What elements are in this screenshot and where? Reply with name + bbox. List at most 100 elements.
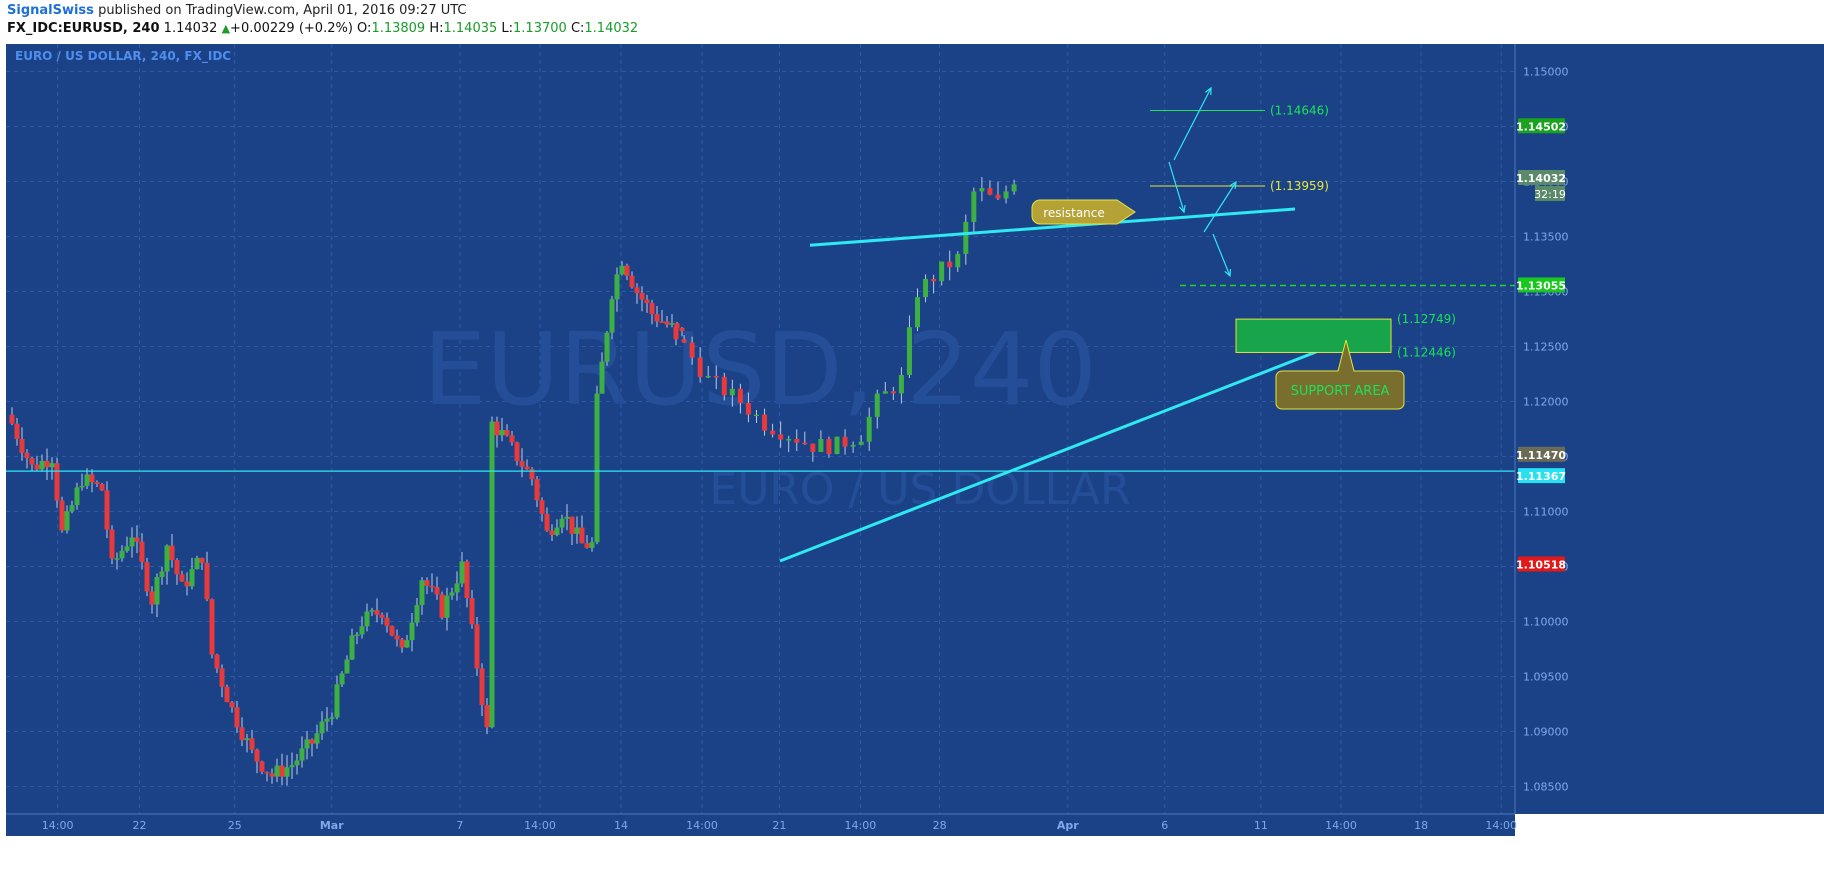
candle-down [44,460,50,468]
candle-up [314,733,320,744]
x-tick-label: 21 [772,819,786,832]
chart-area[interactable]: 1.150001.145001.140001.135001.130001.125… [0,44,1824,874]
candle-down [169,545,175,560]
candle-down [29,458,35,465]
countdown-label: 32:19 [1534,188,1566,201]
publisher-line: SignalSwiss published on TradingView.com… [7,3,467,21]
candle-down [429,585,435,588]
candle-up [129,537,135,547]
candle-down [644,299,650,304]
candle-down [379,614,385,618]
candle-up [334,684,340,718]
candle-down [649,303,655,315]
close-value: 1.14032 [584,21,639,36]
candle-down [204,562,210,600]
arrow-retest [1168,161,1185,213]
candle-up [979,188,985,192]
candle-down [219,668,225,687]
candle-down [54,463,60,501]
price-tag [1518,556,1565,572]
price-chart[interactable]: 1.150001.145001.140001.135001.130001.125… [0,44,1824,874]
candle-up [49,463,55,468]
candle-up [449,592,455,596]
candle-down [279,765,285,777]
candle-up [319,721,325,734]
price-tag-label: 1.14032 [1516,172,1566,185]
x-tick-label: 11 [1254,819,1268,832]
candle-up [294,760,300,766]
candle-down [224,686,230,703]
candle-down [59,500,65,531]
y-tick-label: 1.08500 [1523,781,1569,794]
price-change: +0.00229 (+0.2%) [230,21,353,36]
candle-up [705,375,711,378]
candle-down [24,452,30,459]
candle-up [604,332,610,362]
candle-up [364,611,370,627]
candle-up [915,297,920,328]
candle-down [737,388,743,404]
candle-up [729,388,735,396]
candle-down [469,597,475,625]
candle-down [826,439,832,454]
candle-up [589,542,595,548]
resistance-level-label: (1.13959) [1270,179,1329,193]
candle-up [923,278,929,298]
candle-up [329,717,335,719]
candle-down [674,323,680,328]
candle-up [299,748,305,761]
y-tick-label: 1.13500 [1523,231,1569,244]
candle-up [559,518,565,528]
candle-up [304,739,310,749]
candle-down [794,438,800,443]
candle-up [574,527,580,534]
x-tick-label: 7 [456,819,463,832]
arrow-retest-head [1178,204,1186,214]
support-callout-text: SUPPORT AREA [1291,384,1390,399]
price-tag [1518,446,1565,462]
watermark-symbol: EURUSD, 240 [423,311,1097,428]
candle-up [114,558,120,560]
publisher-link[interactable]: SignalSwiss [7,3,94,18]
candle-up [882,391,888,394]
candle-up [419,580,425,606]
candle-up [409,622,415,641]
candle-down [464,561,470,598]
resistance-callout-text: resistance [1043,206,1105,220]
candle-up [79,485,85,488]
candle-down [504,430,510,436]
candle-down [144,562,150,592]
candle-down [434,587,440,595]
candle-down [484,705,490,728]
up-arrow-icon: ▲ [221,22,231,35]
candle-up [359,626,365,635]
candle-down [184,581,190,587]
price-tag-label: 1.10518 [1516,559,1566,572]
candle-down [524,466,530,470]
candle-up [898,374,904,394]
candle-up [244,738,250,741]
y-tick-label: 1.15000 [1523,66,1569,79]
candle-up [1011,184,1017,192]
candle-down [139,541,145,563]
y-tick-label: 1.11000 [1523,506,1569,519]
candle-up [866,416,872,442]
x-tick-label: 28 [933,819,947,832]
candle-down [579,527,585,544]
price-tag-label: 1.11470 [1516,449,1566,462]
support-trendline [779,345,1331,563]
x-tick-label: Apr [1057,819,1079,832]
candle-down [569,516,575,534]
candle-up [349,635,355,660]
candle-down [745,403,751,415]
published-text: published on TradingView.com, April 01, … [98,3,467,18]
candle-up [289,765,295,768]
candle-down [229,702,235,708]
candle-down [394,635,400,640]
price-tag [1518,277,1565,293]
candle-down [995,194,1001,199]
candle-up [609,299,615,333]
candle-down [534,479,540,501]
candle-up [614,274,620,300]
candle-up [599,361,605,394]
